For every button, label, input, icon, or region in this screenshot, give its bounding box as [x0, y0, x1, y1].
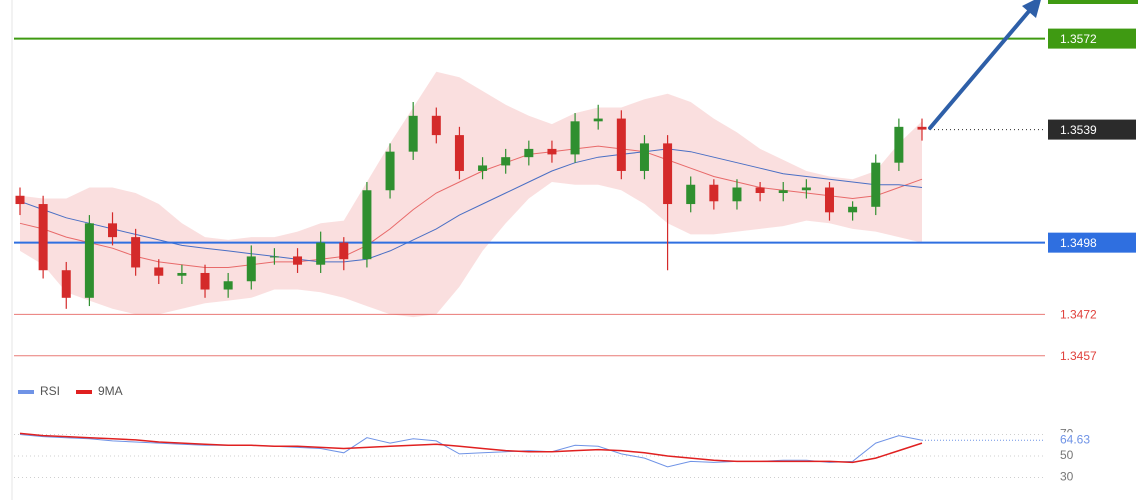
level-label-box [1048, 232, 1136, 253]
y-tick-label: 30 [1060, 470, 1074, 484]
candle-body [269, 256, 279, 258]
indicator-line [19, 432, 923, 464]
candle-body [616, 118, 626, 171]
offscreen-level-box [1048, 0, 1138, 4]
candle-body [223, 281, 233, 290]
candle-body [177, 272, 187, 276]
legend-label: RSI [40, 384, 60, 398]
trend-arrow [928, 0, 1041, 130]
level-label: 1.3498 [1060, 236, 1097, 250]
candle-body [478, 165, 488, 171]
bollinger-band [20, 71, 922, 318]
candle-body [593, 118, 603, 122]
candle-body [570, 121, 580, 155]
candle-body [755, 187, 765, 194]
y-tick-label: 50 [1060, 448, 1074, 462]
candle-body [408, 115, 418, 152]
candle-body [385, 151, 395, 191]
candle-body [871, 162, 881, 207]
candle-body [709, 184, 719, 202]
candle-body [84, 223, 94, 298]
level-label: 1.3539 [1060, 123, 1097, 137]
level-label-box [1048, 119, 1136, 140]
candle-body [293, 256, 303, 265]
candle-body [339, 242, 349, 260]
candle-body [131, 237, 141, 268]
candle-body [801, 187, 811, 191]
candle-body [524, 148, 534, 158]
candle-body [362, 190, 372, 260]
rsi-panel: 305070RSI9MA64.63 [14, 384, 1098, 484]
candle-body [848, 206, 858, 213]
level-label: 1.3472 [1060, 308, 1097, 322]
candle-body [778, 190, 788, 194]
candle-body [38, 204, 48, 271]
candle-body [246, 256, 256, 282]
level-label: 1.3572 [1060, 32, 1097, 46]
price-panel: 1.3572 1.3539 1.3498 1.3472 1.3457 [14, 28, 1136, 363]
band-middle-line [19, 145, 923, 268]
candle-body [686, 184, 696, 205]
candle-body [894, 126, 904, 163]
candle-body [732, 187, 742, 202]
candle-body [454, 135, 464, 171]
candle-body [431, 115, 441, 136]
level-label-box [1048, 28, 1136, 49]
arrow-head [1022, 0, 1041, 18]
candle-body [639, 143, 649, 171]
legend-label: 9MA [98, 384, 123, 398]
candle-body [824, 187, 834, 213]
candle-body [917, 126, 927, 130]
candle-body [663, 143, 673, 205]
candle-body [501, 157, 511, 166]
arrow-shaft [928, 8, 1032, 130]
candle-body [547, 148, 557, 155]
candle-body [200, 272, 210, 290]
candle-body [108, 223, 118, 238]
level-label: 1.3457 [1060, 349, 1097, 363]
last-value-label: 64.63 [1060, 432, 1090, 446]
last-value-bg [1056, 432, 1098, 449]
candle-body [61, 270, 71, 298]
candle-body [15, 195, 25, 205]
candle-body [154, 267, 164, 276]
candle-body [316, 242, 326, 265]
